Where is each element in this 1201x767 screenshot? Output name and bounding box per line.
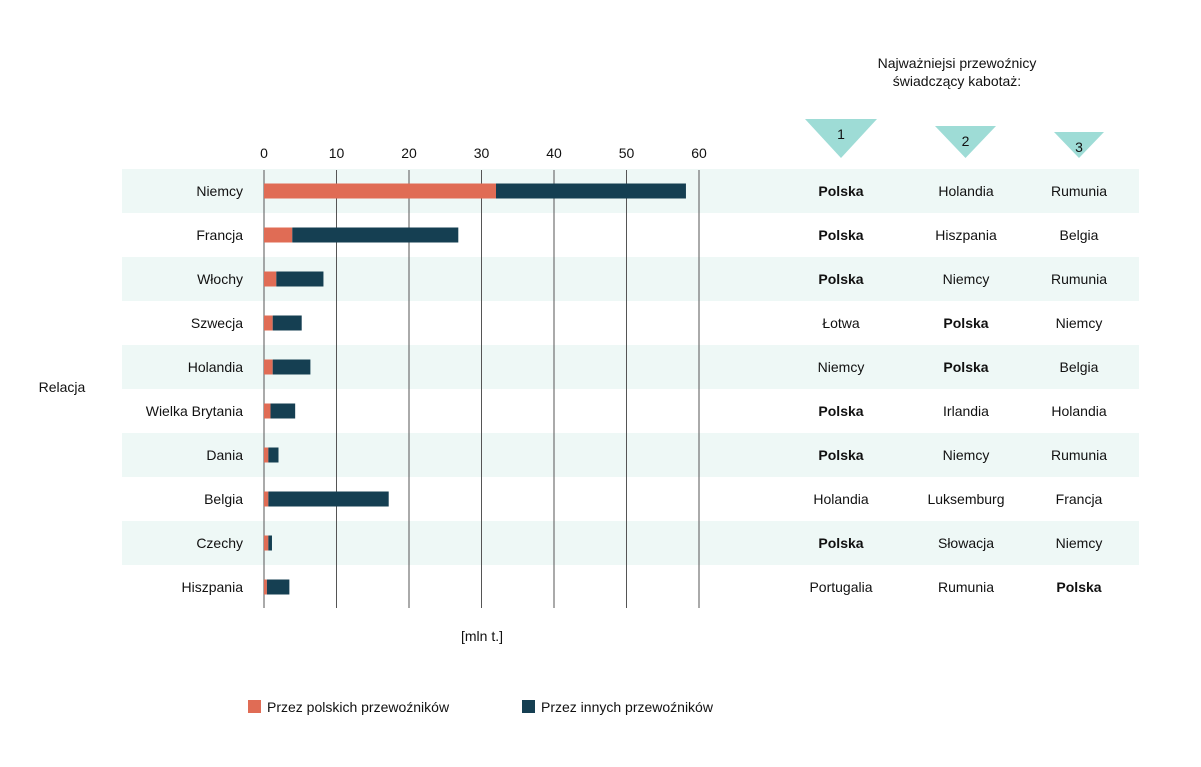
rank-triangle-icon bbox=[805, 119, 877, 158]
x-axis-label: [mln t.] bbox=[461, 628, 503, 644]
carrier-cell: Francja bbox=[1056, 491, 1103, 507]
category-label: Dania bbox=[206, 447, 243, 463]
bar-other bbox=[272, 359, 311, 375]
carrier-cell: Rumunia bbox=[1051, 183, 1107, 199]
category-label: Szwecja bbox=[191, 315, 243, 331]
carrier-cell: Polska bbox=[943, 315, 988, 331]
bar-polish bbox=[264, 271, 277, 287]
y-axis-label: Relacja bbox=[39, 379, 86, 395]
category-label: Niemcy bbox=[196, 183, 243, 199]
bar-other bbox=[292, 227, 459, 243]
category-label: Wielka Brytania bbox=[146, 403, 243, 419]
carrier-cell: Belgia bbox=[1060, 227, 1099, 243]
bar-other bbox=[268, 535, 272, 551]
carrier-cell: Niemcy bbox=[1056, 535, 1103, 551]
x-tick-label: 20 bbox=[401, 145, 417, 161]
bar-other bbox=[266, 579, 290, 595]
carrier-cell: Niemcy bbox=[818, 359, 865, 375]
x-tick-label: 30 bbox=[474, 145, 490, 161]
carrier-cell: Polska bbox=[818, 183, 863, 199]
carrier-cell: Belgia bbox=[1060, 359, 1099, 375]
bar-polish bbox=[264, 535, 269, 551]
carrier-cell: Rumunia bbox=[1051, 271, 1107, 287]
legend-swatch bbox=[248, 700, 261, 713]
category-label: Holandia bbox=[188, 359, 243, 375]
category-label: Francja bbox=[196, 227, 243, 243]
bar-polish bbox=[264, 227, 293, 243]
carrier-cell: Słowacja bbox=[938, 535, 994, 551]
legend-label: Przez innych przewoźników bbox=[541, 699, 714, 715]
rank-triangle-icon bbox=[1054, 132, 1104, 158]
bar-other bbox=[270, 403, 296, 419]
bar-polish bbox=[264, 447, 269, 463]
x-tick-label: 0 bbox=[260, 145, 268, 161]
carrier-cell: Holandia bbox=[813, 491, 868, 507]
carrier-cell: Rumunia bbox=[1051, 447, 1107, 463]
row-stripe bbox=[122, 521, 1139, 565]
carrier-cell: Polska bbox=[818, 227, 863, 243]
bar-polish bbox=[264, 183, 496, 199]
bar-other bbox=[276, 271, 324, 287]
table-title: świadczący kabotaż: bbox=[893, 73, 1021, 89]
carrier-cell: Irlandia bbox=[943, 403, 989, 419]
carrier-cell: Łotwa bbox=[822, 315, 860, 331]
carrier-cell: Holandia bbox=[938, 183, 993, 199]
carrier-cell: Polska bbox=[1056, 579, 1101, 595]
rank-label: 2 bbox=[962, 133, 970, 149]
table-title: Najważniejsi przewoźnicy bbox=[878, 55, 1037, 71]
carrier-cell: Niemcy bbox=[943, 271, 990, 287]
legend-label: Przez polskich przewoźników bbox=[267, 699, 450, 715]
bar-other bbox=[268, 491, 389, 507]
x-tick-label: 10 bbox=[329, 145, 345, 161]
carrier-cell: Polska bbox=[818, 535, 863, 551]
carrier-cell: Niemcy bbox=[943, 447, 990, 463]
carrier-cell: Polska bbox=[943, 359, 988, 375]
x-tick-label: 50 bbox=[619, 145, 635, 161]
bar-other bbox=[272, 315, 302, 331]
rank-label: 3 bbox=[1075, 139, 1083, 155]
bar-other bbox=[496, 183, 686, 199]
category-label: Czechy bbox=[196, 535, 243, 551]
bar-polish bbox=[264, 579, 267, 595]
carrier-cell: Polska bbox=[818, 403, 863, 419]
carrier-cell: Polska bbox=[818, 271, 863, 287]
carrier-cell: Niemcy bbox=[1056, 315, 1103, 331]
category-label: Hiszpania bbox=[182, 579, 244, 595]
rank-label: 1 bbox=[837, 126, 845, 142]
carrier-cell: Polska bbox=[818, 447, 863, 463]
bar-polish bbox=[264, 315, 273, 331]
carrier-cell: Holandia bbox=[1051, 403, 1106, 419]
category-label: Włochy bbox=[197, 271, 243, 287]
bar-other bbox=[268, 447, 279, 463]
bar-polish bbox=[264, 359, 273, 375]
carrier-cell: Luksemburg bbox=[927, 491, 1004, 507]
carrier-cell: Portugalia bbox=[809, 579, 872, 595]
legend-swatch bbox=[522, 700, 535, 713]
row-stripe bbox=[122, 433, 1139, 477]
x-tick-label: 40 bbox=[546, 145, 562, 161]
rank-triangle-icon bbox=[935, 126, 996, 158]
carrier-cell: Hiszpania bbox=[935, 227, 997, 243]
carrier-cell: Rumunia bbox=[938, 579, 994, 595]
bar-polish bbox=[264, 403, 271, 419]
category-label: Belgia bbox=[204, 491, 243, 507]
x-tick-label: 60 bbox=[691, 145, 707, 161]
bar-polish bbox=[264, 491, 269, 507]
